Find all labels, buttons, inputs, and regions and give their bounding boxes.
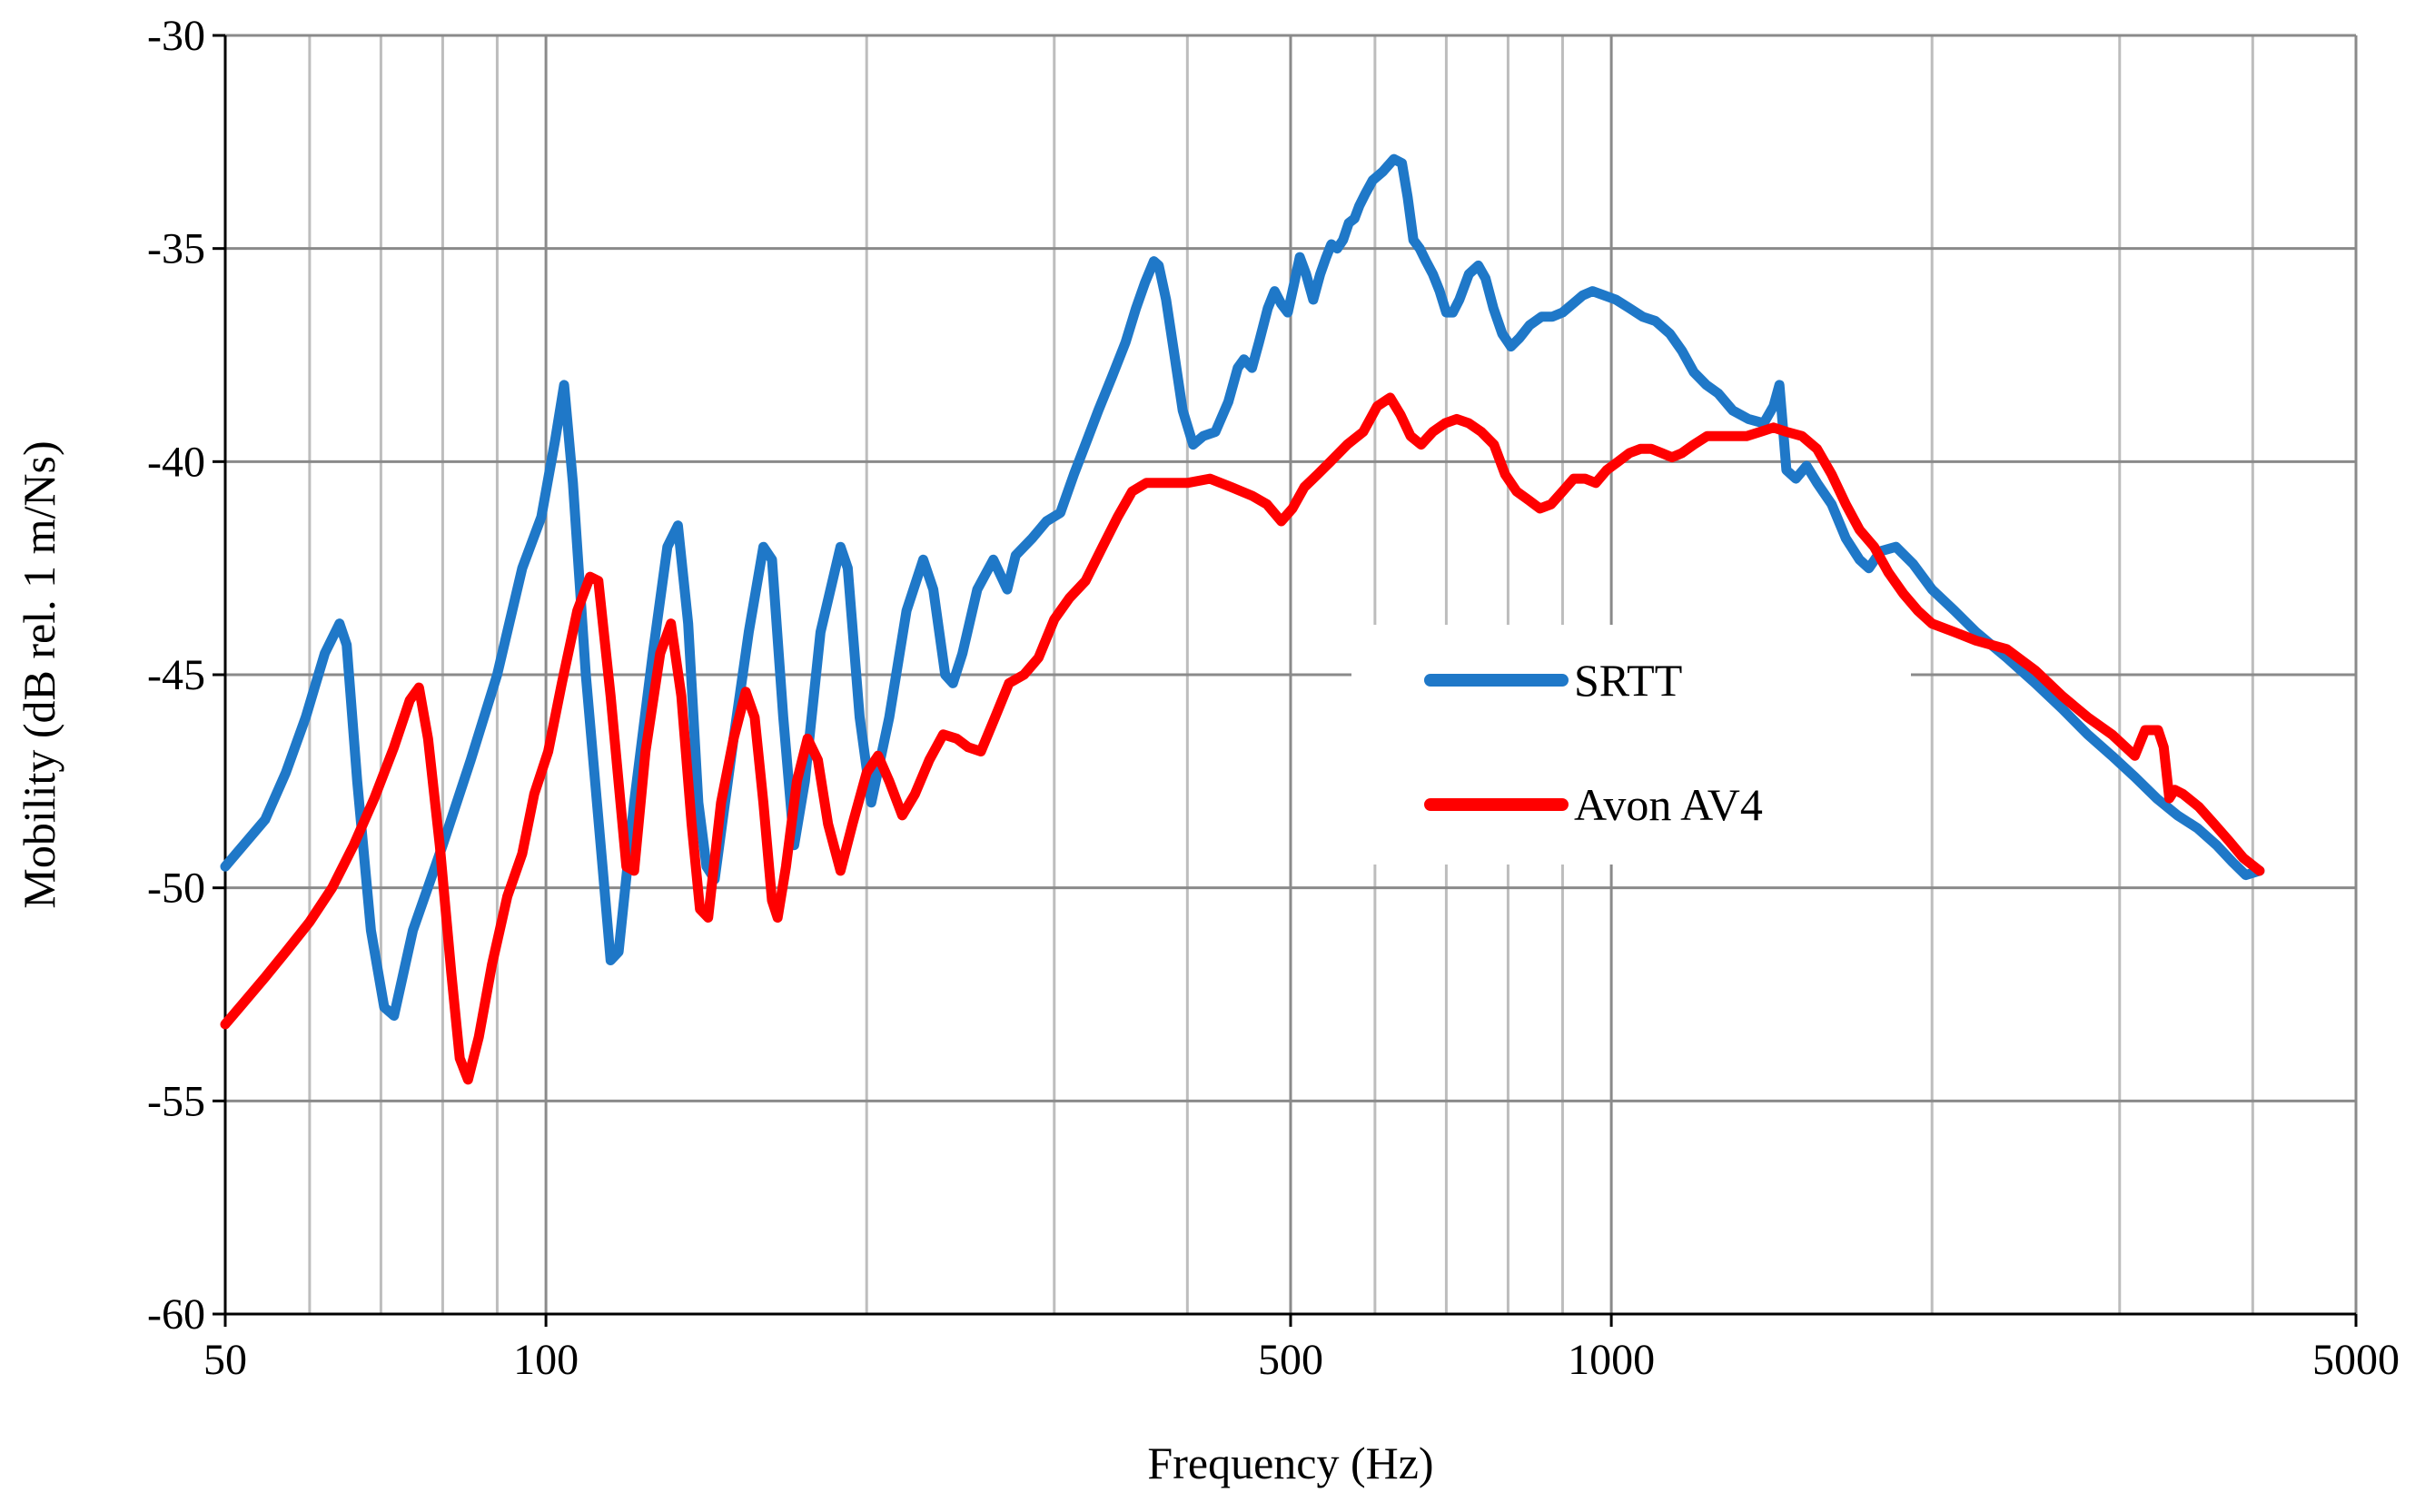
x-tick-label: 5000 xyxy=(2312,1336,2400,1384)
y-tick-labels: -60 -55 -50 -45 -40 -35 -30 xyxy=(147,12,225,1339)
y-tick-label: -45 xyxy=(147,651,205,699)
y-tick-label: -40 xyxy=(147,438,205,486)
series-line-srtt xyxy=(220,153,2265,1021)
series-line-avon-av4 xyxy=(220,392,2265,1085)
y-tick-label: -55 xyxy=(147,1077,205,1125)
legend-label-srtt: SRTT xyxy=(1574,655,1682,706)
y-tick-label: -60 xyxy=(147,1290,205,1339)
x-tick-label: 1000 xyxy=(1568,1336,1655,1384)
y-tick-label: -30 xyxy=(147,12,205,60)
legend-background xyxy=(1351,625,1911,865)
y-axis-title: Mobility (dB rel. 1 m/Ns) xyxy=(14,440,64,908)
legend: SRTT Avon AV4 xyxy=(1351,625,1911,865)
x-tick-label: 500 xyxy=(1258,1336,1323,1384)
x-tick-labels: 50 100 500 1000 5000 xyxy=(203,1314,2400,1384)
y-tick-label: -50 xyxy=(147,865,205,913)
x-tick-label: 50 xyxy=(203,1336,247,1384)
y-tick-label: -35 xyxy=(147,225,205,273)
x-axis-title: Frequency (Hz) xyxy=(1147,1438,1433,1488)
legend-label-avon-av4: Avon AV4 xyxy=(1574,779,1763,830)
series-lines xyxy=(220,153,2265,1085)
x-tick-label: 100 xyxy=(513,1336,579,1384)
